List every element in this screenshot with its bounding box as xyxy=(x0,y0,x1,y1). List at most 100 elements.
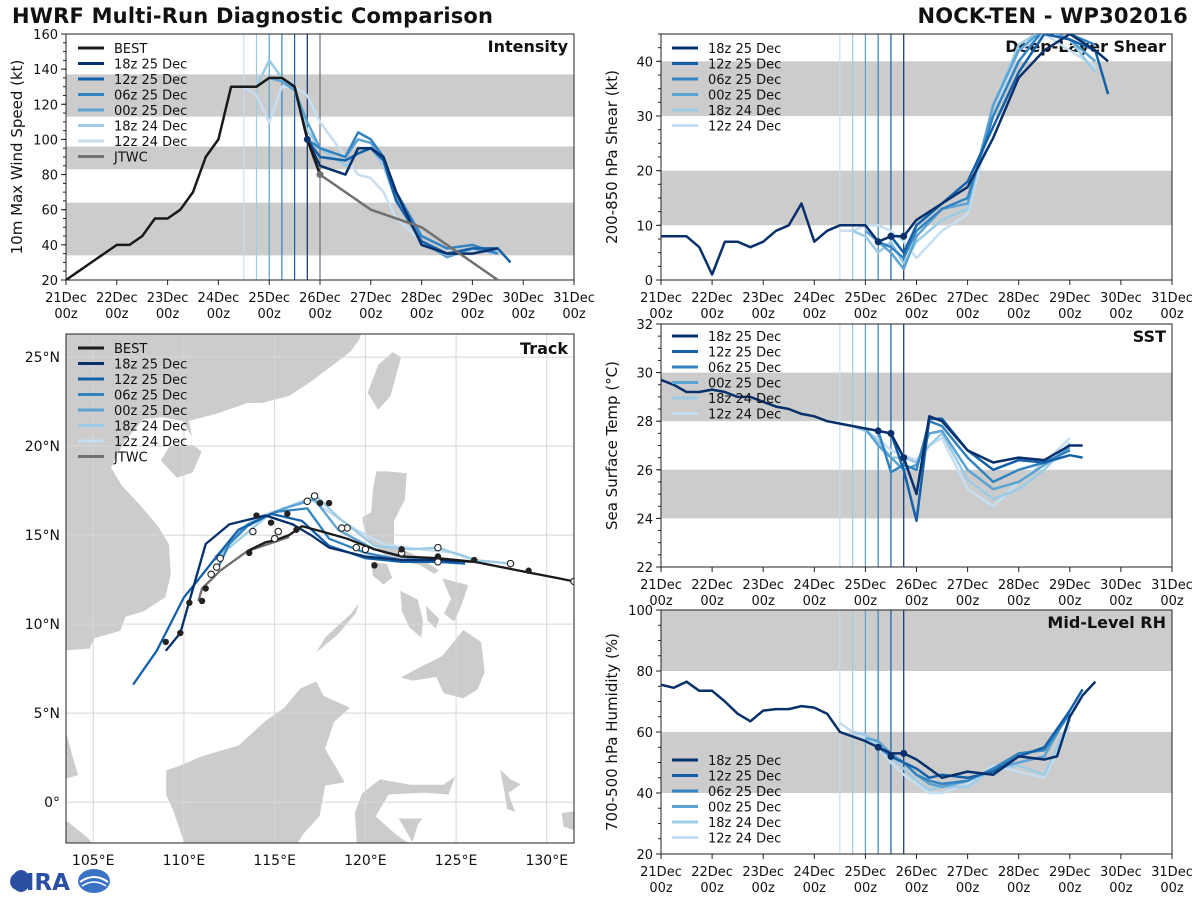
x-tick-label-date: 21Dec xyxy=(640,291,682,306)
x-tick-label-date: 25Dec xyxy=(845,865,887,880)
panel-title: Track xyxy=(520,339,568,358)
x-tick-label-date: 22Dec xyxy=(691,578,733,593)
track-line-18z-24-dec xyxy=(214,494,511,565)
shaded-band xyxy=(661,61,1172,116)
x-tick-label-hour: 00z xyxy=(1058,594,1082,609)
x-tick-label-date: 23Dec xyxy=(742,291,784,306)
y-tick-label: 140 xyxy=(33,63,58,78)
x-tick-label-hour: 00z xyxy=(854,881,878,896)
x-tick-label-date: 29Dec xyxy=(1049,291,1091,306)
legend-label: 12z 24 Dec xyxy=(114,135,187,150)
track-best-marker xyxy=(267,519,275,526)
land-mass xyxy=(397,817,425,843)
land-mass xyxy=(474,848,514,866)
x-tick-label-hour: 00z xyxy=(461,307,485,322)
legend-label: 18z 25 Dec xyxy=(708,754,781,769)
y-tick-label: 40 xyxy=(41,239,58,254)
y-axis-label: 10m Max Wind Speed (kt) xyxy=(8,60,26,255)
track-open-marker xyxy=(216,554,224,562)
x-tick-label-date: 26Dec xyxy=(896,865,938,880)
legend-label: 00z 25 Dec xyxy=(708,89,781,104)
lat-tick-label: 20°N xyxy=(25,439,60,455)
x-tick-label-date: 22Dec xyxy=(691,865,733,880)
panel-sst: 22242628303221Dec00z22Dec00z23Dec00z24De… xyxy=(603,318,1193,609)
x-tick-label-date: 27Dec xyxy=(947,291,989,306)
track-open-marker xyxy=(506,559,515,568)
lat-tick-label: 15°N xyxy=(25,528,60,544)
x-tick-label-hour: 00z xyxy=(1007,594,1031,609)
land-mass xyxy=(66,334,363,652)
y-tick-label: 80 xyxy=(41,169,58,184)
y-tick-label: 24 xyxy=(636,512,653,527)
init-marker xyxy=(303,135,311,143)
cira-logo: CIRA xyxy=(9,869,110,896)
land-mass xyxy=(399,589,424,640)
y-tick-label: 26 xyxy=(636,464,653,479)
land-mass xyxy=(354,774,457,843)
x-tick-label-date: 28Dec xyxy=(998,291,1040,306)
x-tick-label-date: 28Dec xyxy=(401,291,443,306)
x-tick-label-hour: 00z xyxy=(905,594,929,609)
x-tick-label-date: 24Dec xyxy=(793,578,835,593)
y-tick-label: 22 xyxy=(636,561,653,576)
y-tick-label: 40 xyxy=(636,55,653,70)
series-line-12z-25-dec xyxy=(890,688,1084,780)
legend-label: 18z 24 Dec xyxy=(114,120,187,135)
track-open-marker xyxy=(207,570,215,579)
track-best-marker xyxy=(525,567,532,574)
x-tick-label-date: 28Dec xyxy=(998,578,1040,593)
track-best-marker xyxy=(434,553,442,560)
track-open-marker xyxy=(303,497,312,506)
x-tick-label-date: 31Dec xyxy=(553,291,595,306)
legend-label: 18z 25 Dec xyxy=(708,330,781,345)
legend-label: 12z 25 Dec xyxy=(708,58,781,73)
legend-label: 12z 24 Dec xyxy=(114,435,187,450)
y-tick-label: 30 xyxy=(636,110,653,125)
x-tick-label-hour: 00z xyxy=(1160,307,1184,322)
panel-title: Mid-Level RH xyxy=(1047,613,1166,632)
x-tick-label-date: 31Dec xyxy=(1151,865,1193,880)
series-line-18z-25-dec xyxy=(661,378,1083,496)
x-tick-label-hour: 00z xyxy=(803,594,827,609)
land-mass xyxy=(560,810,574,831)
lon-tick-label: 105°E xyxy=(72,853,115,869)
land-mass xyxy=(398,628,486,700)
legend-label: 18z 25 Dec xyxy=(708,42,781,57)
land-mass xyxy=(66,819,94,843)
legend-label: 00z 25 Dec xyxy=(708,377,781,392)
series-line-00z-25-dec xyxy=(864,34,1097,271)
y-tick-label: 40 xyxy=(636,787,653,802)
legend-label: 12z 25 Dec xyxy=(114,73,187,88)
x-tick-label-date: 25Dec xyxy=(248,291,290,306)
lon-tick-label: 130°E xyxy=(525,853,568,869)
x-tick-label-hour: 00z xyxy=(54,307,78,322)
x-tick-label-hour: 00z xyxy=(1007,881,1031,896)
init-marker xyxy=(316,171,324,179)
chart-title-left: HWRF Multi-Run Diagnostic Comparison xyxy=(12,4,494,28)
legend-label: 06z 25 Dec xyxy=(708,361,781,376)
y-axis-label: 200-850 hPa Shear (kt) xyxy=(603,70,621,244)
series-line-18z-24-dec xyxy=(852,34,1097,265)
track-open-marker xyxy=(212,563,221,571)
x-tick-label-hour: 00z xyxy=(956,594,980,609)
legend-label: 00z 25 Dec xyxy=(114,104,187,119)
x-tick-label-date: 30Dec xyxy=(502,291,544,306)
x-tick-label-hour: 00z xyxy=(905,307,929,322)
x-tick-label-hour: 00z xyxy=(905,881,929,896)
x-tick-label-hour: 00z xyxy=(649,881,673,896)
track-best-marker xyxy=(371,562,378,569)
logo-text: CIRA xyxy=(9,870,70,896)
x-tick-label-date: 29Dec xyxy=(1049,578,1091,593)
track-line-jtwc xyxy=(197,535,290,602)
track-open-marker xyxy=(270,534,279,543)
x-tick-label-hour: 00z xyxy=(258,307,282,322)
series-line-06z-25-dec xyxy=(877,34,1096,260)
track-line-12z-25-dec xyxy=(132,512,466,686)
y-tick-label: 100 xyxy=(628,604,653,619)
y-axis-label: Sea Surface Temp (°C) xyxy=(603,361,621,530)
x-tick-label-date: 25Dec xyxy=(845,578,887,593)
series-line-00z-25-dec xyxy=(864,427,1071,491)
x-tick-label-date: 26Dec xyxy=(896,578,938,593)
